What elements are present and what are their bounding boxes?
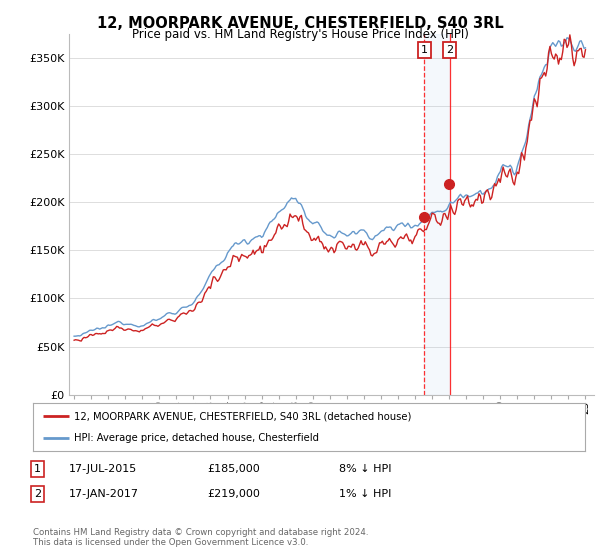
Text: 1% ↓ HPI: 1% ↓ HPI xyxy=(339,489,391,499)
Text: 12, MOORPARK AVENUE, CHESTERFIELD, S40 3RL (detached house): 12, MOORPARK AVENUE, CHESTERFIELD, S40 3… xyxy=(74,411,412,421)
Text: 2: 2 xyxy=(446,45,454,55)
Text: 1: 1 xyxy=(421,45,428,55)
Text: 8% ↓ HPI: 8% ↓ HPI xyxy=(339,464,391,474)
Bar xyxy=(424,34,450,395)
Text: 2: 2 xyxy=(34,489,41,499)
Text: Contains HM Land Registry data © Crown copyright and database right 2024.
This d: Contains HM Land Registry data © Crown c… xyxy=(33,528,368,547)
Text: £185,000: £185,000 xyxy=(207,464,260,474)
Text: 17-JUL-2015: 17-JUL-2015 xyxy=(69,464,137,474)
Text: Price paid vs. HM Land Registry's House Price Index (HPI): Price paid vs. HM Land Registry's House … xyxy=(131,28,469,41)
Text: £219,000: £219,000 xyxy=(207,489,260,499)
Text: 17-JAN-2017: 17-JAN-2017 xyxy=(69,489,139,499)
Text: 12, MOORPARK AVENUE, CHESTERFIELD, S40 3RL: 12, MOORPARK AVENUE, CHESTERFIELD, S40 3… xyxy=(97,16,503,31)
Text: HPI: Average price, detached house, Chesterfield: HPI: Average price, detached house, Ches… xyxy=(74,433,319,443)
Text: 1: 1 xyxy=(34,464,41,474)
